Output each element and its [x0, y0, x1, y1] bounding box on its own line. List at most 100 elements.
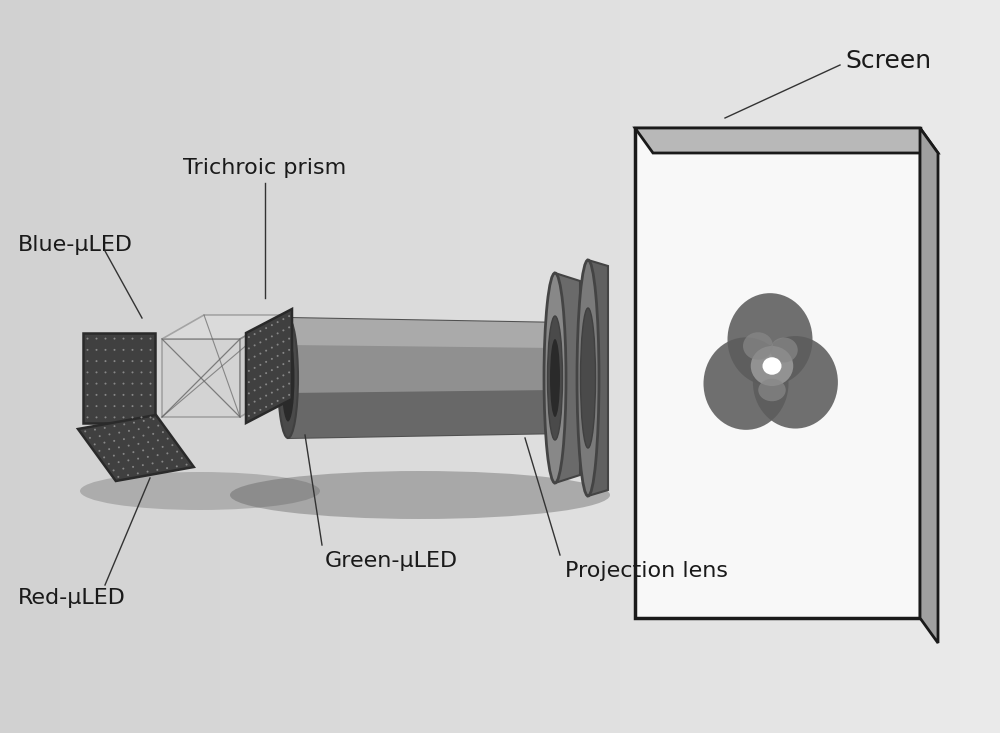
- Circle shape: [104, 383, 106, 385]
- Bar: [660, 0, 681, 733]
- Circle shape: [271, 324, 273, 326]
- Circle shape: [118, 446, 120, 449]
- Bar: [980, 0, 1000, 733]
- Circle shape: [103, 441, 105, 443]
- Bar: [820, 0, 841, 733]
- Circle shape: [150, 360, 152, 362]
- Circle shape: [113, 425, 115, 427]
- Circle shape: [152, 433, 154, 435]
- Bar: [240, 0, 261, 733]
- Circle shape: [140, 360, 142, 362]
- Bar: [380, 0, 401, 733]
- Polygon shape: [246, 309, 292, 423]
- Bar: [420, 0, 441, 733]
- Circle shape: [87, 394, 88, 396]
- Circle shape: [113, 440, 115, 442]
- Circle shape: [265, 406, 267, 408]
- Circle shape: [288, 372, 290, 373]
- Bar: [40, 0, 61, 733]
- Circle shape: [132, 383, 134, 385]
- Circle shape: [152, 418, 154, 420]
- Circle shape: [104, 372, 106, 373]
- Ellipse shape: [230, 471, 610, 519]
- Circle shape: [137, 443, 139, 445]
- Bar: [920, 0, 941, 733]
- Circle shape: [166, 467, 168, 469]
- Circle shape: [254, 389, 256, 391]
- Circle shape: [122, 372, 125, 373]
- Circle shape: [147, 441, 149, 443]
- Circle shape: [162, 446, 164, 448]
- Circle shape: [86, 360, 88, 362]
- Circle shape: [104, 360, 106, 362]
- Circle shape: [103, 457, 105, 458]
- Bar: [800, 0, 821, 733]
- Polygon shape: [920, 128, 938, 643]
- Ellipse shape: [282, 334, 294, 421]
- Circle shape: [114, 360, 116, 362]
- Circle shape: [162, 431, 164, 433]
- Ellipse shape: [278, 318, 298, 438]
- Circle shape: [282, 352, 284, 354]
- Circle shape: [108, 448, 110, 450]
- Circle shape: [259, 397, 261, 399]
- Circle shape: [117, 476, 119, 478]
- Circle shape: [131, 416, 133, 419]
- Circle shape: [118, 461, 120, 463]
- Circle shape: [277, 321, 279, 323]
- Bar: [700, 0, 721, 733]
- Circle shape: [95, 416, 98, 419]
- Circle shape: [277, 366, 279, 368]
- Circle shape: [248, 415, 250, 417]
- Ellipse shape: [704, 337, 788, 430]
- Ellipse shape: [751, 346, 793, 386]
- Circle shape: [288, 394, 290, 396]
- Circle shape: [288, 360, 290, 362]
- Circle shape: [138, 428, 140, 430]
- Circle shape: [157, 454, 159, 456]
- Bar: [440, 0, 461, 733]
- Circle shape: [142, 464, 144, 466]
- Circle shape: [122, 360, 125, 362]
- Circle shape: [128, 430, 130, 432]
- Circle shape: [248, 381, 250, 383]
- Bar: [540, 0, 561, 733]
- Circle shape: [95, 394, 98, 396]
- Bar: [100, 0, 121, 733]
- Circle shape: [95, 405, 98, 407]
- Circle shape: [282, 329, 284, 331]
- Circle shape: [271, 358, 273, 360]
- Circle shape: [152, 463, 154, 465]
- Circle shape: [95, 383, 98, 385]
- Circle shape: [152, 448, 154, 449]
- Circle shape: [254, 367, 256, 369]
- Polygon shape: [588, 260, 608, 496]
- Circle shape: [254, 345, 256, 347]
- Ellipse shape: [758, 379, 786, 401]
- Polygon shape: [288, 318, 555, 438]
- Circle shape: [114, 372, 116, 373]
- Bar: [600, 0, 621, 733]
- Circle shape: [147, 456, 149, 458]
- Polygon shape: [580, 317, 588, 439]
- Polygon shape: [555, 273, 580, 483]
- Circle shape: [142, 435, 144, 437]
- Bar: [260, 0, 281, 733]
- Circle shape: [248, 336, 250, 338]
- Circle shape: [84, 430, 86, 432]
- Circle shape: [259, 353, 261, 355]
- Bar: [620, 0, 641, 733]
- Circle shape: [288, 326, 290, 328]
- Bar: [500, 0, 521, 733]
- Circle shape: [123, 424, 125, 425]
- Circle shape: [156, 469, 158, 471]
- Circle shape: [131, 349, 133, 351]
- Polygon shape: [162, 315, 282, 339]
- Bar: [60, 0, 81, 733]
- Circle shape: [254, 356, 256, 358]
- Circle shape: [140, 394, 142, 396]
- Circle shape: [137, 472, 139, 474]
- Bar: [860, 0, 881, 733]
- Circle shape: [254, 401, 256, 402]
- Bar: [780, 0, 801, 733]
